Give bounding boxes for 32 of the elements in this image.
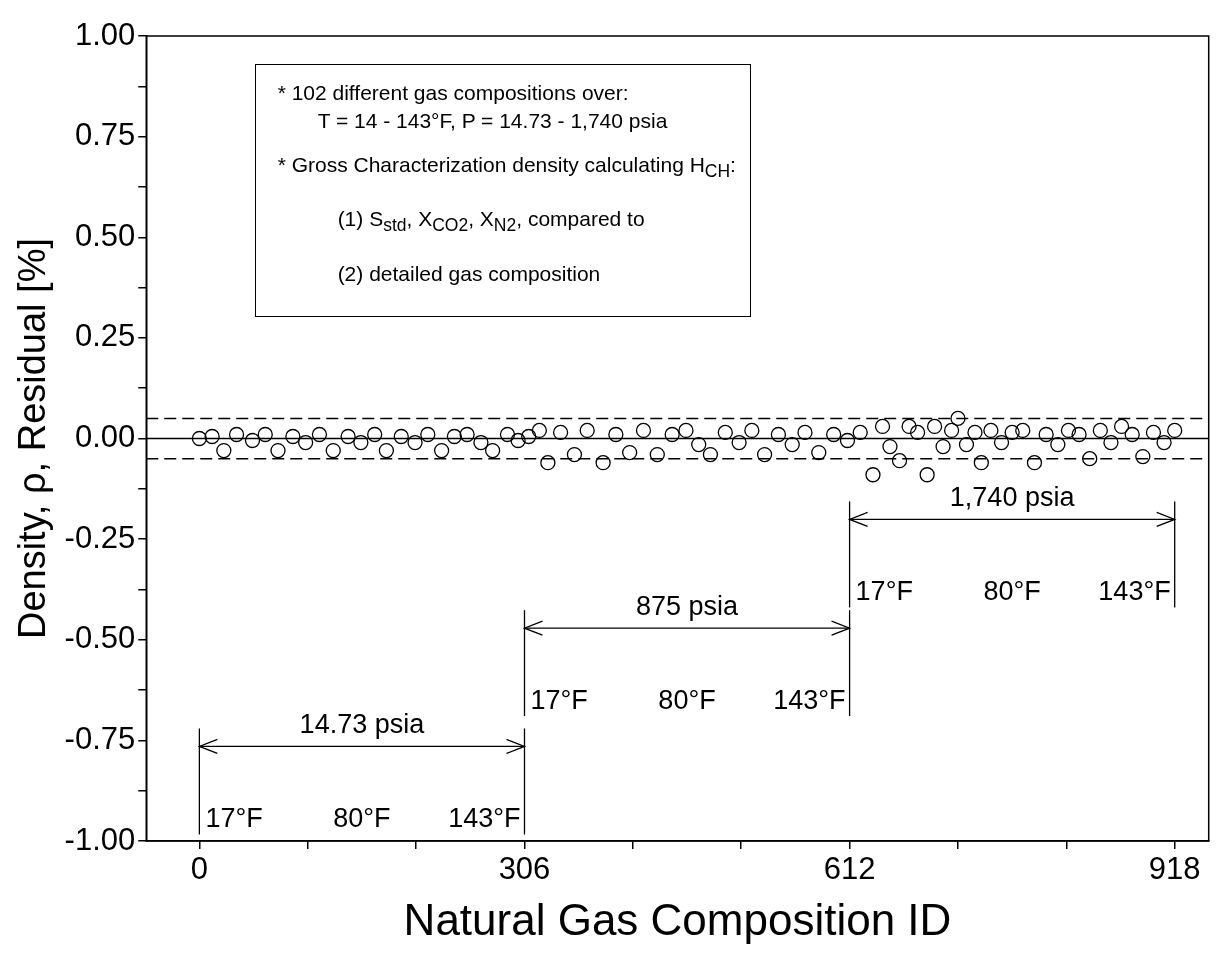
annotation: 17°F <box>205 802 263 834</box>
annotation: T = 14 - 143°F, P = 14.73 - 1,740 psia <box>316 108 669 135</box>
x-tick-label: 0 <box>190 851 209 887</box>
annotation: (2) detailed gas composition <box>336 260 602 287</box>
y-tick-label: 0.00 <box>74 419 136 455</box>
y-axis-title: Density, ρ, Residual [%] <box>11 237 54 640</box>
y-tick-label: -1.00 <box>64 821 136 857</box>
annotation: 17°F <box>530 684 588 716</box>
annotation: 80°F <box>333 802 391 834</box>
annotation: * Gross Characterization density calculating H$_{CH}$: <box>277 152 736 184</box>
annotation: 80°F <box>658 684 716 716</box>
y-tick-label: -0.75 <box>64 720 136 756</box>
x-axis-title: Natural Gas Composition ID <box>403 894 952 944</box>
annotation: 1,740 psia <box>949 481 1075 513</box>
x-tick-label: 612 <box>823 851 876 887</box>
x-tick-label: 306 <box>498 851 551 887</box>
x-tick-label: 918 <box>1148 851 1201 887</box>
y-tick-label: 1.00 <box>74 16 136 52</box>
annotation: * 102 different gas compositions over: <box>277 80 630 107</box>
y-tick-label: 0.75 <box>74 117 136 153</box>
annotation: 143°F <box>773 684 846 716</box>
y-tick-label: -0.25 <box>64 519 136 555</box>
y-tick-label: 0.25 <box>74 318 136 354</box>
annotation: 143°F <box>448 802 521 834</box>
annotation: 80°F <box>983 575 1041 607</box>
annotation: 143°F <box>1098 575 1171 607</box>
annotation: 14.73 psia <box>299 708 425 740</box>
y-tick-label: 0.50 <box>74 217 136 253</box>
annotation: 875 psia <box>635 590 739 622</box>
annotation: (1) S$_{std}$, X$_{CO2}$, X$_{N2}$, compared to <box>336 206 646 238</box>
annotation: 17°F <box>855 575 913 607</box>
y-tick-label: -0.50 <box>64 620 136 656</box>
